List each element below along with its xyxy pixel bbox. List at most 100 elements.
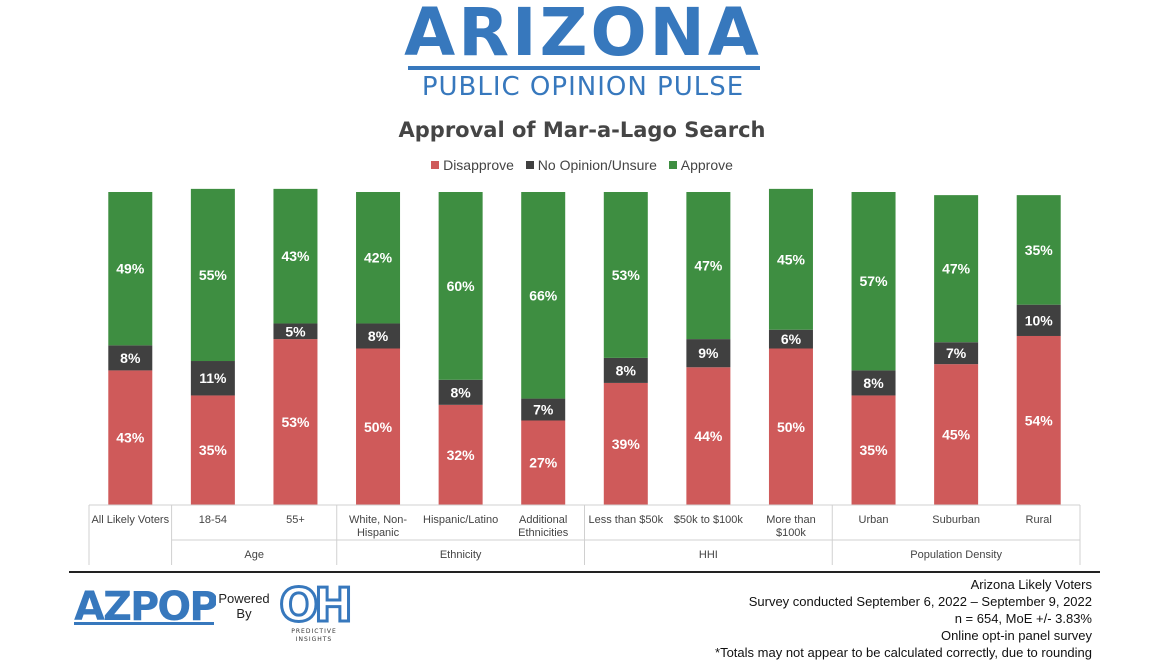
data-label-disapprove-55: 53% bbox=[281, 414, 310, 430]
data-label-approve-less-than-50k: 53% bbox=[612, 267, 641, 283]
legend-label-approve: Approve bbox=[680, 157, 733, 173]
bar-approve-less-than-50k bbox=[603, 192, 648, 358]
chart-legend: Disapprove No Opinion/Unsure Approve bbox=[0, 157, 1164, 173]
bar-disapprove-18-54 bbox=[190, 395, 235, 505]
bar-disapprove-white-non-hispanic bbox=[356, 348, 401, 505]
data-label-no-opinion-unsure-55: 5% bbox=[285, 323, 306, 339]
legend-swatch-unsure bbox=[525, 161, 534, 169]
bar-disapprove-rural bbox=[1016, 335, 1061, 505]
header: ARIZONA PUBLIC OPINION PULSE bbox=[0, 0, 1164, 110]
data-label-disapprove-less-than-50k: 39% bbox=[612, 436, 641, 452]
data-label-no-opinion-unsure-white-non-hispanic: 8% bbox=[368, 328, 389, 344]
bar-no-opinion-unsure-suburban bbox=[934, 342, 979, 365]
data-label-approve-55: 43% bbox=[281, 248, 310, 264]
bar-approve-white-non-hispanic bbox=[356, 192, 401, 324]
category-label-50k-to-100k: $50k to $100k bbox=[674, 514, 744, 526]
data-label-approve-suburban: 47% bbox=[942, 261, 971, 277]
legend-item-unsure: No Opinion/Unsure bbox=[525, 157, 657, 173]
data-label-no-opinion-unsure-less-than-50k: 8% bbox=[616, 362, 637, 378]
data-label-no-opinion-unsure-all-likely-voters: 8% bbox=[120, 350, 141, 366]
data-label-approve-white-non-hispanic: 42% bbox=[364, 250, 393, 266]
bar-disapprove-50k-to-100k bbox=[686, 367, 731, 505]
data-label-disapprove-50k-to-100k: 44% bbox=[694, 428, 723, 444]
note-dates: Survey conducted September 6, 2022 – Sep… bbox=[748, 594, 1092, 609]
data-label-disapprove-more-than-100k: 50% bbox=[777, 419, 806, 435]
legend-label-disapprove: Disapprove bbox=[443, 157, 514, 173]
footer-divider bbox=[69, 571, 1100, 573]
note-rounding: *Totals may not appear to be calculated … bbox=[715, 645, 1092, 660]
category-label-white-non-hispanic: White, Non-Hispanic bbox=[349, 514, 407, 539]
survey-notes: Arizona Likely Voters Survey conducted S… bbox=[715, 576, 1092, 661]
bar-disapprove-urban bbox=[851, 395, 896, 505]
data-label-disapprove-all-likely-voters: 43% bbox=[116, 430, 145, 446]
legend-swatch-approve bbox=[668, 161, 677, 169]
data-label-disapprove-18-54: 35% bbox=[199, 442, 228, 458]
arizona-logo-title: ARIZONA bbox=[404, 0, 762, 71]
oh-tagline-1: PREDICTIVE bbox=[291, 628, 337, 635]
bar-approve-50k-to-100k bbox=[686, 192, 731, 340]
bar-no-opinion-unsure-all-likely-voters bbox=[108, 345, 153, 371]
data-label-no-opinion-unsure-hispanic-latino: 8% bbox=[451, 384, 472, 400]
group-label-population-density: Population Density bbox=[910, 549, 1002, 561]
legend-item-approve: Approve bbox=[668, 157, 733, 173]
azpop-logo: AZPOP bbox=[74, 584, 216, 626]
bar-disapprove-hispanic-latino bbox=[438, 404, 483, 505]
bar-disapprove-suburban bbox=[934, 364, 979, 505]
powered-by-line-2: By bbox=[236, 606, 252, 621]
bar-approve-hispanic-latino bbox=[438, 192, 483, 380]
bar-disapprove-less-than-50k bbox=[603, 382, 648, 505]
bar-disapprove-more-than-100k bbox=[768, 348, 813, 505]
data-label-approve-more-than-100k: 45% bbox=[777, 251, 806, 267]
chart-title: Approval of Mar-a-Lago Search bbox=[398, 118, 766, 142]
stacked-bar-chart: 43% 8% 49% 35% 11% 55% 53% 5% 43% 50% 8% 42% 32% 8% 60… bbox=[88, 188, 1081, 565]
data-label-approve-18-54: 55% bbox=[199, 267, 228, 283]
group-label-ethnicity: Ethnicity bbox=[440, 549, 482, 561]
category-label-suburban: Suburban bbox=[932, 514, 980, 526]
data-label-disapprove-rural: 54% bbox=[1025, 412, 1054, 428]
data-label-no-opinion-unsure-more-than-100k: 6% bbox=[781, 331, 802, 347]
bar-approve-rural bbox=[1016, 195, 1061, 305]
note-sample: n = 654, MoE +/- 3.83% bbox=[954, 611, 1092, 626]
logo-divider bbox=[408, 66, 760, 70]
bar-approve-55 bbox=[273, 188, 318, 324]
bar-approve-all-likely-voters bbox=[108, 192, 153, 346]
category-label-all-likely-voters: All Likely Voters bbox=[91, 514, 169, 526]
group-label-age: Age bbox=[244, 549, 264, 561]
data-label-approve-50k-to-100k: 47% bbox=[694, 258, 723, 274]
data-label-approve-rural: 35% bbox=[1025, 242, 1054, 258]
category-label-55: 55+ bbox=[286, 514, 305, 526]
data-label-no-opinion-unsure-urban: 8% bbox=[863, 375, 884, 391]
category-label-hispanic-latino: Hispanic/Latino bbox=[423, 514, 498, 526]
note-method: Online opt-in panel survey bbox=[940, 628, 1092, 643]
bar-no-opinion-unsure-white-non-hispanic bbox=[356, 323, 401, 349]
data-label-no-opinion-unsure-suburban: 7% bbox=[946, 345, 967, 361]
bar-approve-more-than-100k bbox=[768, 188, 813, 330]
oh-logo-mark: OH bbox=[279, 578, 349, 632]
data-label-approve-additional-ethnicities: 66% bbox=[529, 287, 558, 303]
data-label-no-opinion-unsure-rural: 10% bbox=[1025, 312, 1054, 328]
bar-approve-18-54 bbox=[190, 188, 235, 362]
group-label-hhi: HHI bbox=[699, 549, 718, 561]
bar-approve-additional-ethnicities bbox=[521, 192, 566, 399]
category-label-18-54: 18-54 bbox=[199, 514, 227, 526]
bar-no-opinion-unsure-hispanic-latino bbox=[438, 379, 483, 405]
data-label-disapprove-additional-ethnicities: 27% bbox=[529, 455, 558, 471]
bar-approve-urban bbox=[851, 192, 896, 371]
legend-label-unsure: No Opinion/Unsure bbox=[537, 157, 657, 173]
bar-disapprove-additional-ethnicities bbox=[521, 420, 566, 505]
bar-no-opinion-unsure-55 bbox=[273, 323, 318, 340]
category-label-more-than-100k: More than $100k bbox=[766, 514, 816, 539]
powered-by-line-1: Powered bbox=[218, 591, 270, 606]
data-label-no-opinion-unsure-50k-to-100k: 9% bbox=[698, 345, 719, 361]
data-label-approve-hispanic-latino: 60% bbox=[447, 278, 476, 294]
data-label-disapprove-white-non-hispanic: 50% bbox=[364, 419, 393, 435]
powered-by: Powered By bbox=[214, 591, 274, 621]
arizona-logo-subtitle: PUBLIC OPINION PULSE bbox=[421, 72, 745, 102]
bar-approve-suburban bbox=[934, 195, 979, 343]
bar-disapprove-all-likely-voters bbox=[108, 370, 153, 505]
azpop-logo-underline bbox=[74, 622, 214, 625]
legend-item-disapprove: Disapprove bbox=[431, 157, 514, 173]
data-label-disapprove-urban: 35% bbox=[860, 442, 889, 458]
bar-no-opinion-unsure-urban bbox=[851, 370, 896, 396]
data-label-no-opinion-unsure-additional-ethnicities: 7% bbox=[533, 402, 554, 418]
